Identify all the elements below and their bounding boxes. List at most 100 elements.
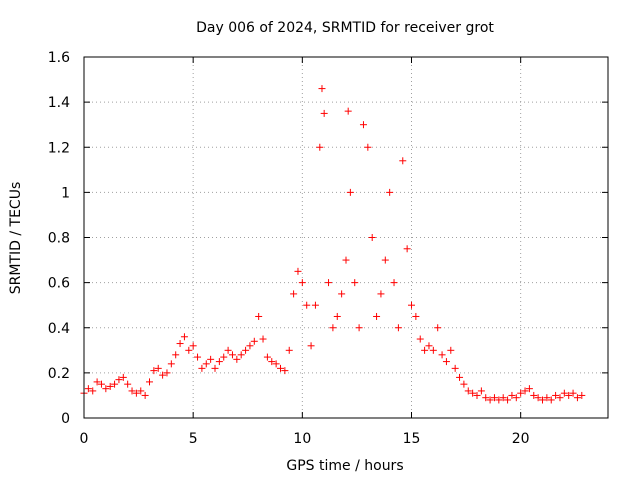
data-point bbox=[438, 351, 446, 359]
data-point bbox=[346, 188, 354, 196]
data-point bbox=[495, 396, 503, 404]
data-point bbox=[547, 396, 555, 404]
data-point bbox=[115, 376, 123, 384]
data-point bbox=[456, 373, 464, 381]
data-point bbox=[180, 333, 188, 341]
data-point bbox=[386, 188, 394, 196]
data-point bbox=[373, 312, 381, 320]
y-tick-label: 1 bbox=[61, 185, 70, 201]
data-point bbox=[250, 337, 258, 345]
data-point bbox=[508, 391, 516, 399]
data-point bbox=[237, 351, 245, 359]
data-point bbox=[408, 301, 415, 309]
data-point bbox=[176, 340, 184, 348]
data-point bbox=[320, 109, 328, 117]
data-point bbox=[490, 394, 498, 402]
data-point bbox=[228, 351, 236, 359]
y-axis-label: SRMTID / TECUs bbox=[8, 182, 24, 295]
data-point bbox=[377, 290, 385, 298]
grid-lines bbox=[84, 57, 608, 418]
y-tick-label: 0.8 bbox=[48, 231, 70, 247]
data-point bbox=[477, 387, 485, 395]
data-point bbox=[543, 394, 551, 402]
data-point bbox=[521, 387, 529, 395]
data-point bbox=[578, 391, 586, 399]
data-point bbox=[146, 378, 153, 386]
data-point bbox=[447, 346, 455, 354]
y-tick-label: 0 bbox=[61, 411, 70, 427]
x-tick-label: 15 bbox=[403, 431, 421, 447]
data-point bbox=[534, 394, 542, 402]
data-point bbox=[281, 367, 289, 375]
data-point bbox=[512, 394, 520, 402]
x-tick-label: 5 bbox=[189, 431, 198, 447]
x-tick-label: 20 bbox=[512, 431, 530, 447]
data-point bbox=[255, 312, 263, 320]
data-point bbox=[259, 335, 267, 343]
data-point bbox=[421, 346, 429, 354]
data-point bbox=[106, 382, 114, 390]
x-tick-label: 0 bbox=[80, 431, 89, 447]
data-point bbox=[318, 85, 326, 93]
data-point bbox=[263, 353, 271, 361]
data-point bbox=[552, 391, 560, 399]
data-point bbox=[325, 279, 333, 287]
data-point bbox=[342, 256, 350, 264]
data-point bbox=[412, 312, 420, 320]
data-point bbox=[137, 387, 145, 395]
data-point bbox=[93, 378, 101, 386]
data-point bbox=[189, 342, 197, 350]
data-point bbox=[290, 290, 298, 298]
y-tick-label: 1.6 bbox=[48, 50, 70, 66]
data-point bbox=[124, 380, 132, 388]
data-point bbox=[167, 360, 175, 368]
data-points bbox=[80, 85, 586, 404]
data-point bbox=[355, 324, 363, 332]
data-point bbox=[128, 387, 136, 395]
data-point bbox=[517, 389, 525, 397]
data-point bbox=[154, 364, 162, 372]
data-point bbox=[172, 351, 180, 359]
data-point bbox=[569, 389, 577, 397]
data-point bbox=[499, 394, 507, 402]
data-point bbox=[573, 394, 581, 402]
data-point bbox=[464, 387, 472, 395]
data-point bbox=[242, 346, 250, 354]
data-point bbox=[442, 358, 450, 366]
y-tick-label: 0.4 bbox=[48, 321, 70, 337]
data-point bbox=[556, 394, 564, 402]
x-tick-label: 10 bbox=[293, 431, 311, 447]
data-point bbox=[451, 364, 459, 372]
data-point bbox=[159, 371, 167, 379]
data-point bbox=[268, 358, 276, 366]
data-point bbox=[303, 301, 311, 309]
chart-title: Day 006 of 2024, SRMTID for receiver gro… bbox=[196, 20, 494, 36]
data-point bbox=[486, 396, 494, 404]
data-point bbox=[102, 385, 110, 393]
data-point bbox=[460, 380, 468, 388]
data-point bbox=[316, 143, 324, 151]
data-point bbox=[294, 267, 302, 275]
data-point bbox=[224, 346, 232, 354]
data-point bbox=[84, 385, 92, 393]
data-point bbox=[399, 157, 407, 165]
data-point bbox=[530, 391, 538, 399]
data-point bbox=[185, 346, 193, 354]
data-point bbox=[482, 394, 490, 402]
data-point bbox=[141, 391, 149, 399]
data-point bbox=[333, 312, 341, 320]
data-point bbox=[215, 358, 223, 366]
data-point bbox=[307, 342, 315, 350]
data-point bbox=[469, 389, 477, 397]
data-point bbox=[416, 335, 424, 343]
data-point bbox=[368, 234, 376, 241]
data-point bbox=[565, 391, 573, 399]
data-point bbox=[207, 355, 215, 363]
data-point bbox=[425, 342, 433, 350]
y-tick-label: 1.4 bbox=[48, 95, 70, 111]
data-point bbox=[329, 324, 337, 332]
data-point bbox=[198, 364, 206, 372]
data-point bbox=[298, 279, 306, 287]
data-point bbox=[560, 389, 568, 397]
